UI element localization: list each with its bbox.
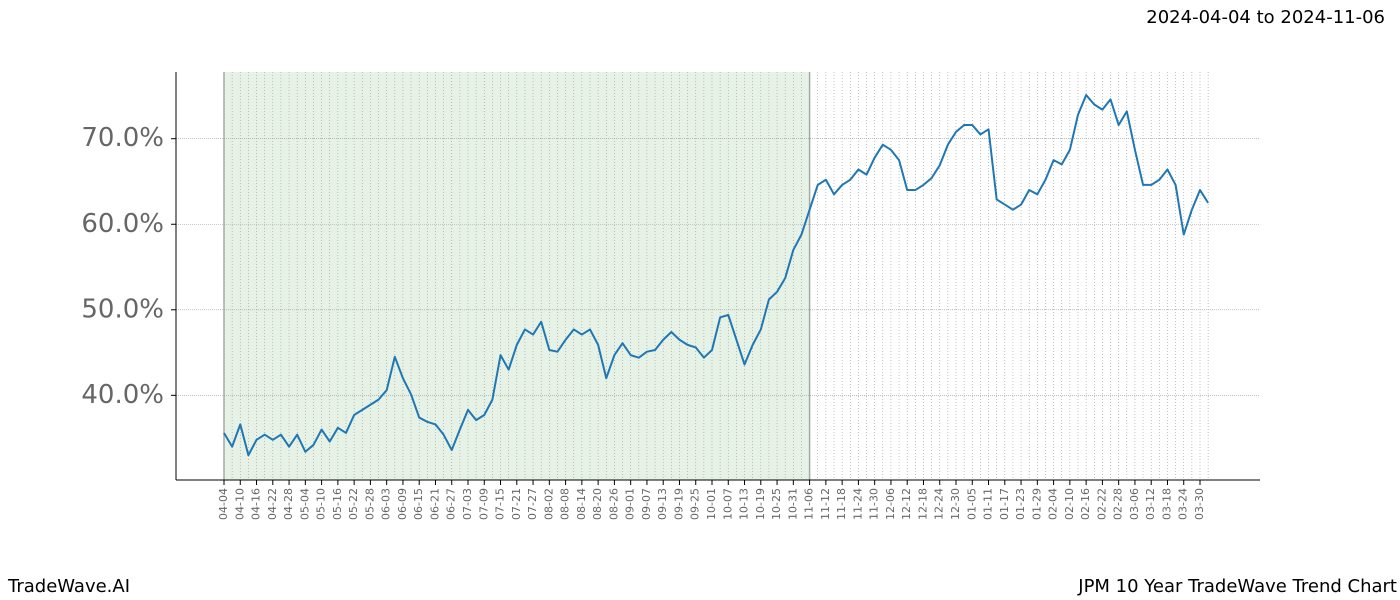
x-tick-label: 11-30 <box>868 488 881 520</box>
x-tick-label: 08-08 <box>559 488 572 520</box>
date-range: 2024-04-04 to 2024-11-06 <box>1146 7 1385 28</box>
x-tick-label: 07-09 <box>477 488 490 520</box>
y-tick-label: 50.0% <box>81 294 164 324</box>
x-tick-label: 05-10 <box>315 488 328 520</box>
x-tick-label: 05-22 <box>347 488 360 520</box>
x-tick-label: 05-04 <box>298 488 311 520</box>
x-tick-label: 12-18 <box>916 488 929 520</box>
x-tick-label: 07-03 <box>461 488 474 520</box>
x-tick-label: 06-27 <box>445 488 458 520</box>
x-tick-label: 11-24 <box>851 488 864 520</box>
x-tick-label: 02-22 <box>1095 488 1108 520</box>
x-tick-label: 05-28 <box>363 488 376 520</box>
x-tick-label: 03-06 <box>1128 488 1141 520</box>
x-tick-label: 03-30 <box>1193 488 1206 520</box>
x-tick-label: 02-16 <box>1079 488 1092 520</box>
x-tick-label: 10-13 <box>738 488 751 520</box>
trend-line <box>223 94 1209 457</box>
x-tick-label: 07-27 <box>526 488 539 520</box>
x-tick-label: 08-20 <box>591 488 604 520</box>
x-tick-label: 06-09 <box>396 488 409 520</box>
x-tick-label: 03-18 <box>1160 488 1173 520</box>
x-tick-label: 10-31 <box>786 488 799 520</box>
x-tick-label: 08-26 <box>607 488 620 520</box>
x-tick-label: 06-15 <box>412 488 425 520</box>
x-tick-label: 03-24 <box>1177 488 1190 520</box>
x-tick-label: 02-28 <box>1112 488 1125 520</box>
x-tick-label: 04-28 <box>282 488 295 520</box>
x-tick-label: 10-19 <box>754 488 767 520</box>
x-tick-label: 01-11 <box>982 488 995 520</box>
y-tick-label: 70.0% <box>81 123 164 153</box>
x-tick-label: 05-16 <box>331 488 344 520</box>
x-tick-label: 09-19 <box>672 488 685 520</box>
chart-name: JPM 10 Year TradeWave Trend Chart <box>1077 576 1397 597</box>
x-tick-label: 06-03 <box>380 488 393 520</box>
x-tick-label: 12-30 <box>949 488 962 520</box>
x-tick-label: 10-07 <box>721 488 734 520</box>
x-tick-label: 08-02 <box>542 488 555 520</box>
x-tick-label: 07-15 <box>494 488 507 520</box>
x-tick-label: 09-25 <box>689 488 702 520</box>
x-tick-label: 01-23 <box>1014 488 1027 520</box>
x-tick-label: 04-22 <box>266 488 279 520</box>
y-tick-label: 40.0% <box>81 380 164 410</box>
x-tick-label: 11-18 <box>835 488 848 520</box>
x-tick-label: 04-10 <box>233 488 246 520</box>
x-tick-label: 01-17 <box>998 488 1011 520</box>
x-tick-label: 12-12 <box>900 488 913 520</box>
x-tick-label: 07-21 <box>510 488 523 520</box>
x-tick-label: 06-21 <box>428 488 441 520</box>
x-tick-label: 10-01 <box>705 488 718 520</box>
x-tick-label: 02-04 <box>1047 488 1060 520</box>
brand: TradeWave.AI <box>7 576 130 597</box>
x-tick-label: 09-13 <box>656 488 669 520</box>
x-tick-label: 01-05 <box>965 488 978 520</box>
x-tick-label: 08-14 <box>575 488 588 520</box>
x-tick-label: 03-12 <box>1144 488 1157 520</box>
y-tick-label: 60.0% <box>81 209 164 239</box>
x-tick-label: 01-29 <box>1030 488 1043 520</box>
x-tick-label: 11-06 <box>803 488 816 520</box>
x-tick-label: 11-12 <box>819 488 832 520</box>
x-tick-label: 10-25 <box>770 488 783 520</box>
x-tick-label: 02-10 <box>1063 488 1076 520</box>
x-tick-label: 09-07 <box>640 488 653 520</box>
x-tick-label: 04-04 <box>217 488 230 520</box>
x-tick-label: 09-01 <box>624 488 637 520</box>
x-tick-label: 04-16 <box>250 488 263 520</box>
x-tick-label: 12-24 <box>933 488 946 520</box>
x-tick-label: 12-06 <box>884 488 897 520</box>
